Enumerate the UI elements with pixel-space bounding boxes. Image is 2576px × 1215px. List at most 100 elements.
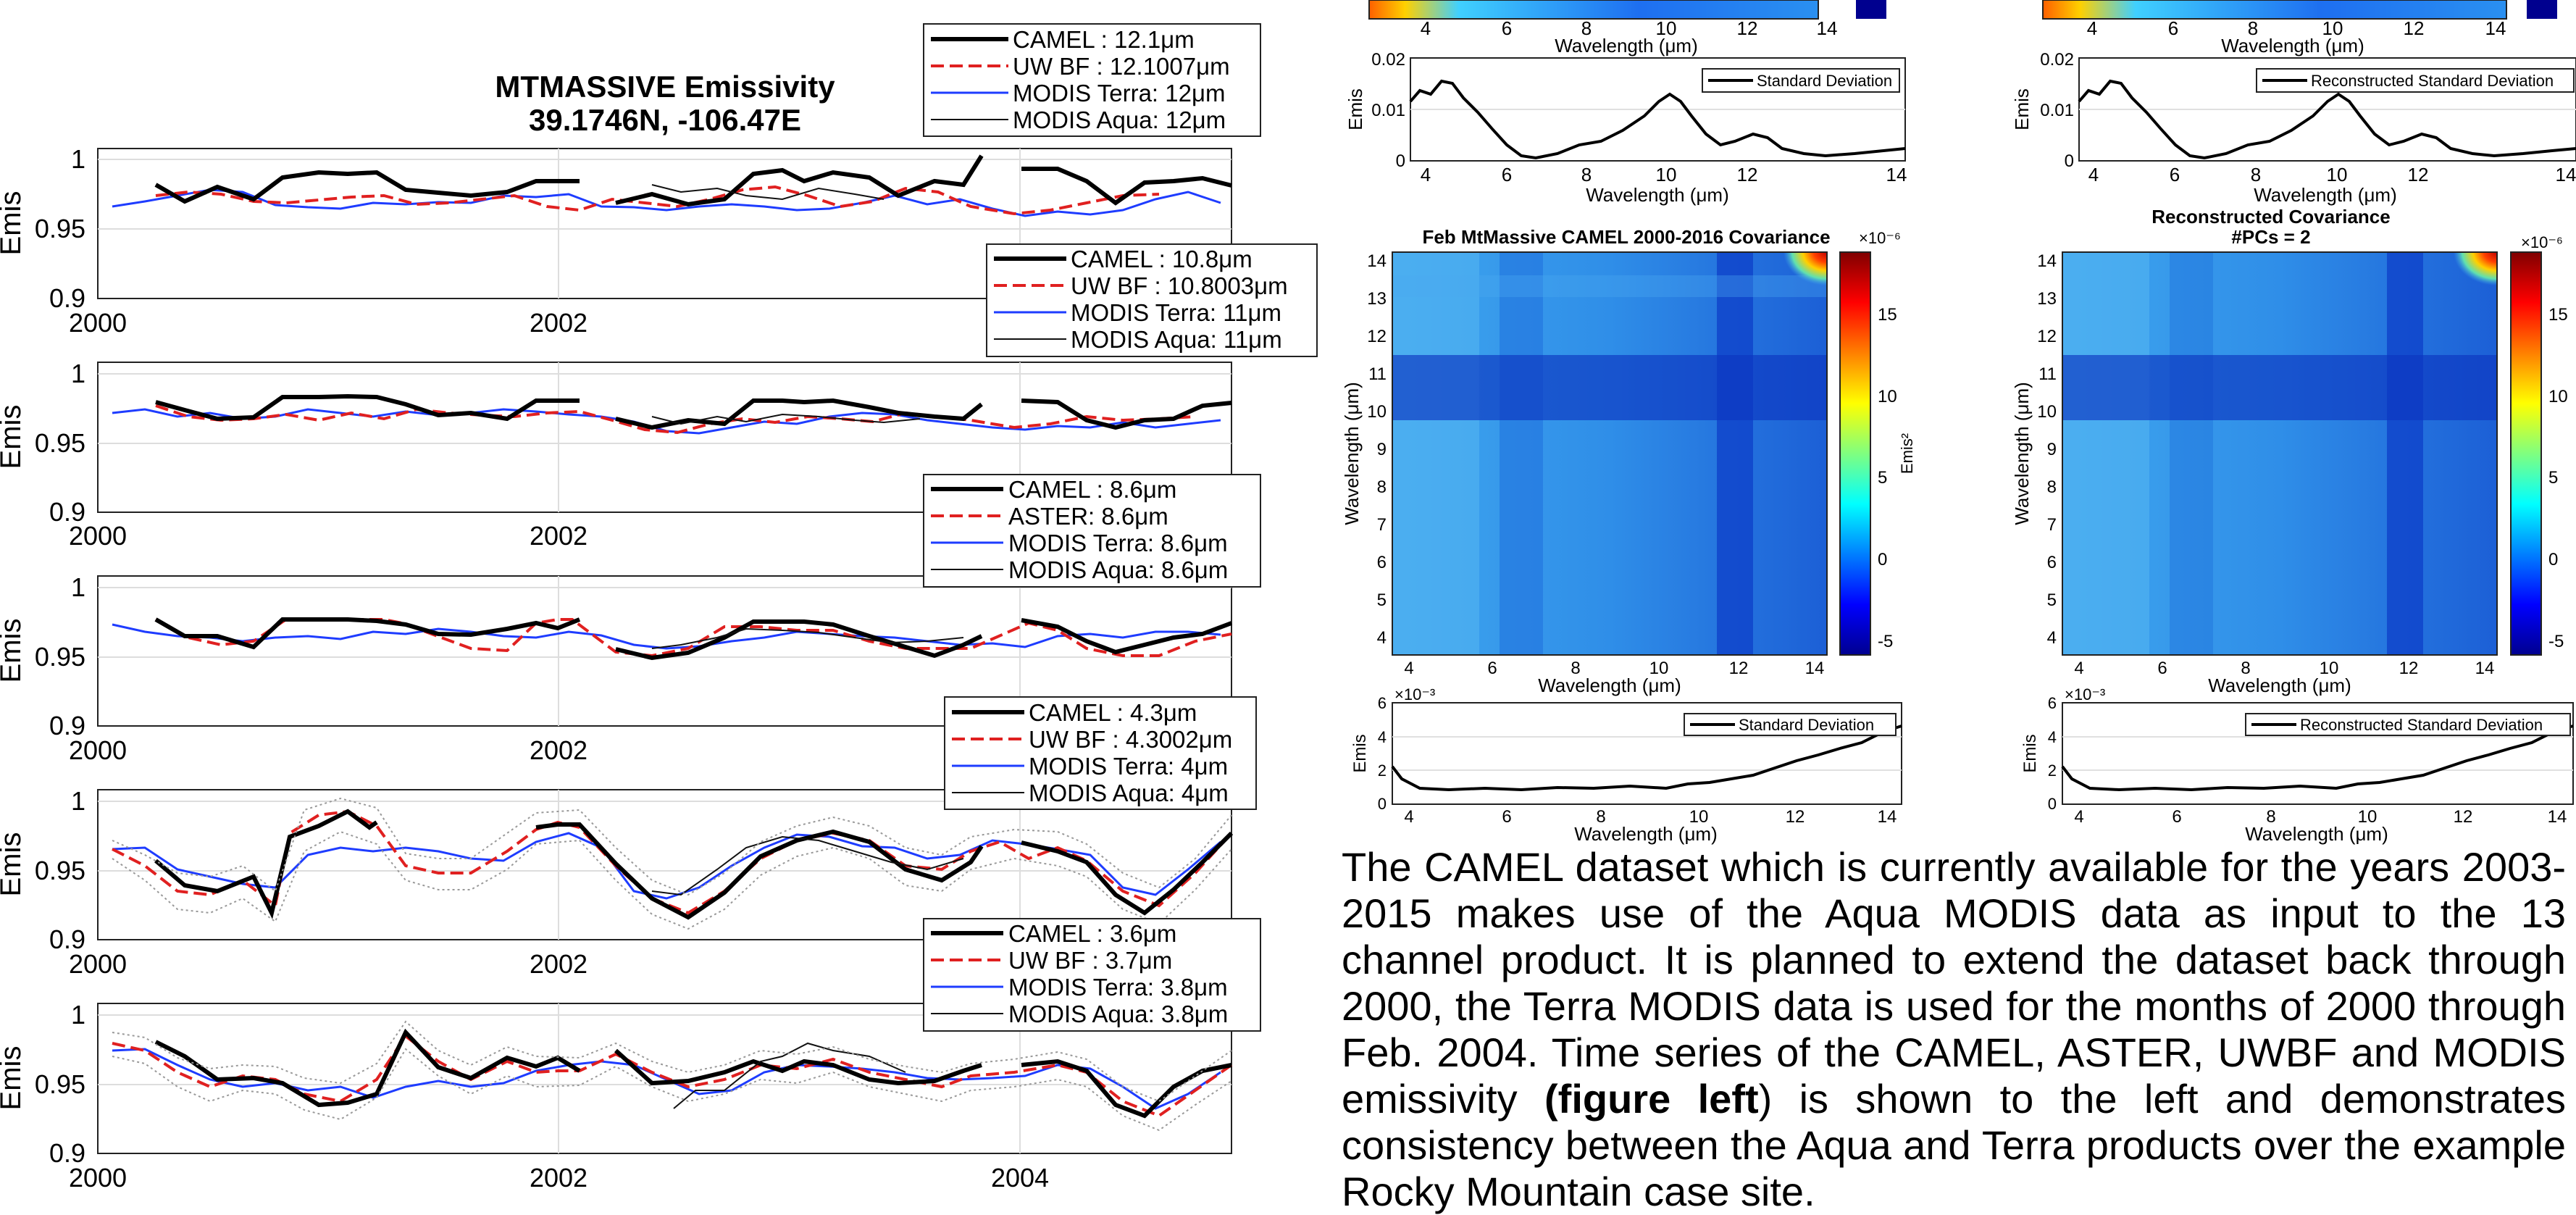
ytick-label: 1 bbox=[71, 1000, 85, 1030]
ytick: 4 bbox=[2048, 728, 2057, 746]
wl-tick: 10 bbox=[2358, 807, 2378, 827]
series-camel-4um-b bbox=[535, 822, 984, 920]
wl-tick: 10 bbox=[2327, 164, 2348, 185]
series-terra-12um bbox=[112, 188, 1221, 217]
ytick: 0 bbox=[1378, 795, 1387, 813]
xtick-label: 2002 bbox=[530, 949, 587, 979]
ytick: 0.02 bbox=[2040, 50, 2074, 70]
colorbar bbox=[2510, 251, 2542, 656]
wl-tick: 10 bbox=[1689, 807, 1709, 827]
colorbar-tick: 5 bbox=[1878, 468, 1887, 488]
heatmap-frame bbox=[2062, 251, 2498, 656]
wl-tick: 6 bbox=[2168, 17, 2178, 39]
legend-label: MODIS Terra: 8.6μm bbox=[1008, 530, 1228, 556]
covariance-heatmap-right: Reconstructed Covariance #PCs = 2 ×10⁻⁶ … bbox=[2011, 206, 2568, 696]
top-strip-ticks-left: 4 6 8 10 12 14 bbox=[1421, 17, 1838, 39]
wl-ytick: 10 bbox=[1367, 402, 1387, 422]
xlabel: Wavelength (μm) bbox=[1538, 675, 1681, 696]
wl-tick: 10 bbox=[1656, 164, 1677, 185]
wl-tick: 8 bbox=[1571, 659, 1580, 678]
wl-tick: 10 bbox=[1649, 659, 1669, 678]
ytick-label: 0.9 bbox=[49, 497, 85, 527]
wl-ytick: 5 bbox=[2047, 590, 2057, 610]
series-uwbf-11um bbox=[155, 404, 1196, 435]
legend-label: CAMEL : 3.6μm bbox=[1008, 920, 1176, 947]
ylabel: Wavelength (μm) bbox=[2011, 382, 2033, 525]
legend-label: UW BF : 10.8003μm bbox=[1071, 272, 1288, 299]
colorbar-tick: -5 bbox=[1878, 632, 1893, 651]
legend-label: ASTER: 8.6μm bbox=[1008, 503, 1168, 530]
xtick-label: 2000 bbox=[69, 735, 127, 765]
legend-box bbox=[944, 696, 1257, 810]
wl-ytick: 11 bbox=[2038, 364, 2057, 384]
ylabel: Emis bbox=[2011, 88, 2033, 130]
series-camel-11um bbox=[155, 393, 580, 422]
ylabel: Emis bbox=[0, 619, 27, 683]
wl-tick: 14 bbox=[1817, 17, 1838, 39]
series-aqua-11um bbox=[651, 413, 921, 425]
exponent: ×10⁻³ bbox=[2065, 685, 2105, 703]
uncertainty-upper-4um bbox=[112, 797, 1232, 896]
legend-label: Standard Deviation bbox=[1757, 72, 1892, 90]
xlabel: Wavelength (μm) bbox=[1555, 35, 1698, 57]
colorbar-tick: 15 bbox=[1878, 305, 1897, 325]
std-plot-bottom-left: ×10⁻³ 6 4 2 0 Emis Standard Deviation 4 … bbox=[1350, 685, 1902, 845]
left-timeseries-panel: MTMASSIVE Emissivity 39.1746N, -106.47E … bbox=[0, 23, 1318, 1193]
wl-tick: 10 bbox=[2322, 17, 2343, 39]
xlabel: Wavelength (μm) bbox=[1574, 823, 1718, 845]
left-subtitle: 39.1746N, -106.47E bbox=[529, 103, 801, 137]
legend-box bbox=[923, 23, 1261, 137]
xtick-label: 2002 bbox=[530, 521, 587, 551]
legend-4um: CAMEL : 4.3μm UW BF : 4.3002μm MODIS Ter… bbox=[944, 696, 1257, 810]
std-curve bbox=[1409, 79, 1906, 160]
xtick-label: 2000 bbox=[69, 949, 127, 979]
wl-tick: 12 bbox=[1737, 17, 1758, 39]
legend-3.8um: CAMEL : 3.6μm UW BF : 3.7μm MODIS Terra:… bbox=[923, 918, 1261, 1032]
left-title: MTMASSIVE Emissivity bbox=[495, 70, 835, 104]
ylabel: Emis bbox=[0, 832, 27, 897]
description-paragraph: The CAMEL dataset which is currently ava… bbox=[1342, 844, 2566, 1215]
ytick-label: 0.9 bbox=[49, 711, 85, 740]
wl-ytick: 13 bbox=[1367, 289, 1387, 309]
legend-label: Standard Deviation bbox=[1739, 716, 1874, 734]
ytick: 0.01 bbox=[2040, 101, 2074, 120]
ylabel: Emis bbox=[1345, 88, 1366, 130]
ytick: 2 bbox=[2048, 761, 2057, 780]
ytick: 0.02 bbox=[1371, 50, 1405, 70]
heatmap-band bbox=[1392, 252, 1479, 655]
series-aqua-12um bbox=[651, 184, 885, 201]
legend-box bbox=[923, 474, 1261, 588]
wl-ytick: 4 bbox=[1377, 628, 1387, 648]
heatmap-band bbox=[2062, 252, 2149, 655]
series-camel-4um-c bbox=[1021, 831, 1234, 916]
wl-tick: 6 bbox=[1502, 164, 1512, 185]
ytick-label: 0.9 bbox=[49, 924, 85, 954]
colorbar-exponent: ×10⁻⁶ bbox=[2521, 233, 2563, 251]
wl-tick: 8 bbox=[1581, 17, 1592, 39]
wl-ytick: 9 bbox=[1377, 440, 1387, 459]
wl-ytick: 4 bbox=[2047, 628, 2057, 648]
legend-label: MODIS Aqua: 11μm bbox=[1071, 326, 1282, 353]
heatmap-band bbox=[1392, 355, 1827, 420]
cropped-colorbar-right bbox=[2527, 0, 2557, 19]
xlabel: Wavelength (μm) bbox=[2208, 675, 2351, 696]
legend-box bbox=[2245, 713, 2571, 736]
heatmap-band bbox=[2170, 252, 2213, 655]
legend-label: UW BF : 4.3002μm bbox=[1029, 726, 1232, 753]
wl-tick: 10 bbox=[1656, 17, 1677, 39]
ytick-label: 1 bbox=[71, 144, 85, 174]
cropped-heatmap-strip-right bbox=[2042, 0, 2507, 20]
xtick-label: 2004 bbox=[991, 1163, 1049, 1193]
wl-tick: 4 bbox=[1404, 807, 1413, 827]
paragraph-text-1: The CAMEL dataset which is currently ava… bbox=[1342, 844, 2566, 1122]
legend-label: MODIS Terra: 12μm bbox=[1013, 80, 1225, 107]
wl-tick: 14 bbox=[2556, 164, 2576, 185]
wl-ytick: 8 bbox=[2047, 477, 2057, 497]
ytick-label: 0.95 bbox=[35, 1069, 85, 1099]
legend-label: CAMEL : 12.1μm bbox=[1013, 26, 1195, 53]
legend-box bbox=[986, 243, 1318, 357]
wl-tick: 4 bbox=[1404, 659, 1413, 678]
heatmap-band bbox=[1500, 252, 1543, 655]
ylabel: Emis bbox=[1350, 734, 1370, 772]
